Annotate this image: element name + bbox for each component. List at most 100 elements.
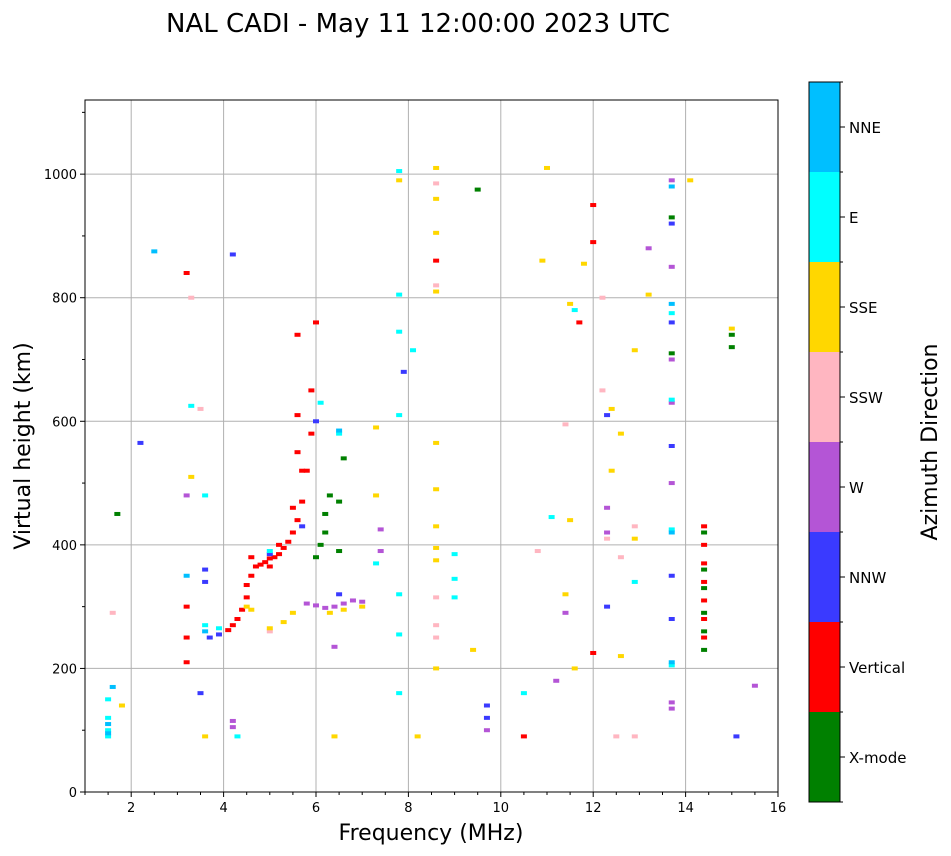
y-tick-label: 600 — [52, 415, 77, 430]
echo-point-vertical — [266, 564, 273, 569]
echo-point-vertical — [433, 258, 440, 263]
echo-point-w — [668, 264, 675, 269]
echo-point-vertical — [701, 635, 708, 640]
colorbar-label: SSE — [849, 299, 878, 317]
echo-point-e — [396, 691, 403, 696]
echo-point-x-mode — [114, 511, 121, 516]
echo-point-x-mode — [701, 567, 708, 572]
echo-point-e — [571, 308, 578, 313]
echo-point-vertical — [701, 579, 708, 584]
echo-point-nnw — [604, 604, 611, 609]
echo-point-e — [668, 663, 675, 668]
echo-point-vertical — [183, 604, 190, 609]
echo-point-vertical — [248, 555, 255, 560]
echo-point-e — [105, 715, 112, 720]
echo-point-vertical — [294, 450, 301, 455]
echo-point-vertical — [280, 545, 287, 550]
echo-point-vertical — [243, 595, 250, 600]
echo-point-e — [105, 734, 112, 739]
plot-background — [85, 100, 778, 792]
chart-title: NAL CADI - May 11 12:00:00 2023 UTC — [166, 9, 670, 39]
colorbar-label: SSW — [849, 389, 883, 407]
echo-point-vertical — [701, 542, 708, 547]
echo-point-vertical — [183, 660, 190, 665]
colorbar-label: NNW — [849, 569, 886, 587]
echo-point-nnw — [137, 440, 144, 445]
echo-point-ssw — [599, 295, 606, 300]
echo-point-sse — [280, 620, 287, 625]
echo-point-x-mode — [728, 332, 735, 337]
echo-point-vertical — [248, 573, 255, 578]
echo-point-e — [396, 292, 403, 297]
echo-point-vertical — [229, 623, 236, 628]
echo-point-nne — [668, 530, 675, 535]
echo-point-ssw — [604, 536, 611, 541]
colorbar-segment — [809, 532, 840, 622]
echo-point-e — [451, 595, 458, 600]
echo-point-x-mode — [701, 647, 708, 652]
y-tick-label: 200 — [52, 662, 77, 677]
echo-point-e — [396, 329, 403, 334]
echo-point-vertical — [294, 518, 301, 523]
x-tick-label: 12 — [585, 801, 602, 816]
echo-point-nne — [668, 301, 675, 306]
echo-point-sse — [617, 654, 624, 659]
echo-point-w — [183, 493, 190, 498]
echo-point-nnw — [668, 444, 675, 448]
echo-point-w — [668, 357, 675, 362]
echo-point-vertical — [590, 240, 597, 245]
echo-point-w — [377, 549, 384, 554]
echo-point-sse — [359, 604, 366, 609]
echo-point-w — [331, 644, 338, 649]
echo-point-vertical — [262, 560, 269, 565]
echo-point-w — [313, 603, 319, 608]
echo-point-ssw — [188, 295, 195, 300]
y-tick-label: 800 — [52, 292, 77, 307]
echo-point-vertical — [225, 628, 232, 633]
colorbar-segment — [809, 442, 840, 532]
echo-point-vertical — [289, 505, 296, 510]
echo-point-w — [668, 178, 675, 183]
echo-point-ssw — [266, 629, 273, 634]
echo-point-vertical — [276, 552, 283, 557]
echo-point-sse — [567, 301, 574, 306]
echo-point-e — [548, 515, 555, 520]
echo-point-x-mode — [474, 187, 481, 192]
echo-point-e — [202, 623, 209, 628]
echo-point-sse — [608, 468, 615, 473]
echo-point-sse — [571, 666, 578, 671]
echo-point-w — [229, 725, 236, 730]
echo-point-vertical — [285, 539, 292, 544]
echo-point-ssw — [631, 524, 638, 529]
y-tick-label: 400 — [52, 539, 77, 554]
echo-point-sse — [645, 292, 652, 297]
echo-point-sse — [248, 607, 255, 612]
echo-point-e — [188, 403, 195, 408]
colorbar-frame — [808, 81, 841, 803]
echo-point-vertical — [701, 598, 708, 603]
colorbar-label: E — [849, 209, 858, 227]
echo-point-nnw — [215, 632, 222, 637]
echo-point-w — [645, 246, 652, 251]
echo-point-w — [604, 530, 611, 535]
echo-point-ssw — [433, 623, 440, 628]
echo-point-sse — [580, 261, 587, 266]
echo-point-vertical — [701, 561, 708, 566]
echo-point-vertical — [308, 431, 315, 436]
echo-point-x-mode — [326, 493, 333, 498]
echo-point-w — [229, 718, 236, 723]
echo-point-sse — [202, 734, 209, 739]
echo-point-vertical — [299, 468, 306, 473]
colorbar-segment — [809, 352, 840, 442]
echo-point-w — [322, 605, 329, 610]
echo-point-w — [303, 601, 310, 606]
echo-point-vertical — [183, 271, 190, 275]
echo-point-vertical — [289, 530, 296, 535]
echo-point-vertical — [271, 555, 278, 560]
echo-point-w — [483, 728, 490, 733]
echo-point-e — [451, 576, 458, 581]
echo-point-sse — [396, 178, 403, 183]
echo-point-sse — [118, 703, 125, 708]
x-tick-label: 8 — [404, 801, 412, 816]
